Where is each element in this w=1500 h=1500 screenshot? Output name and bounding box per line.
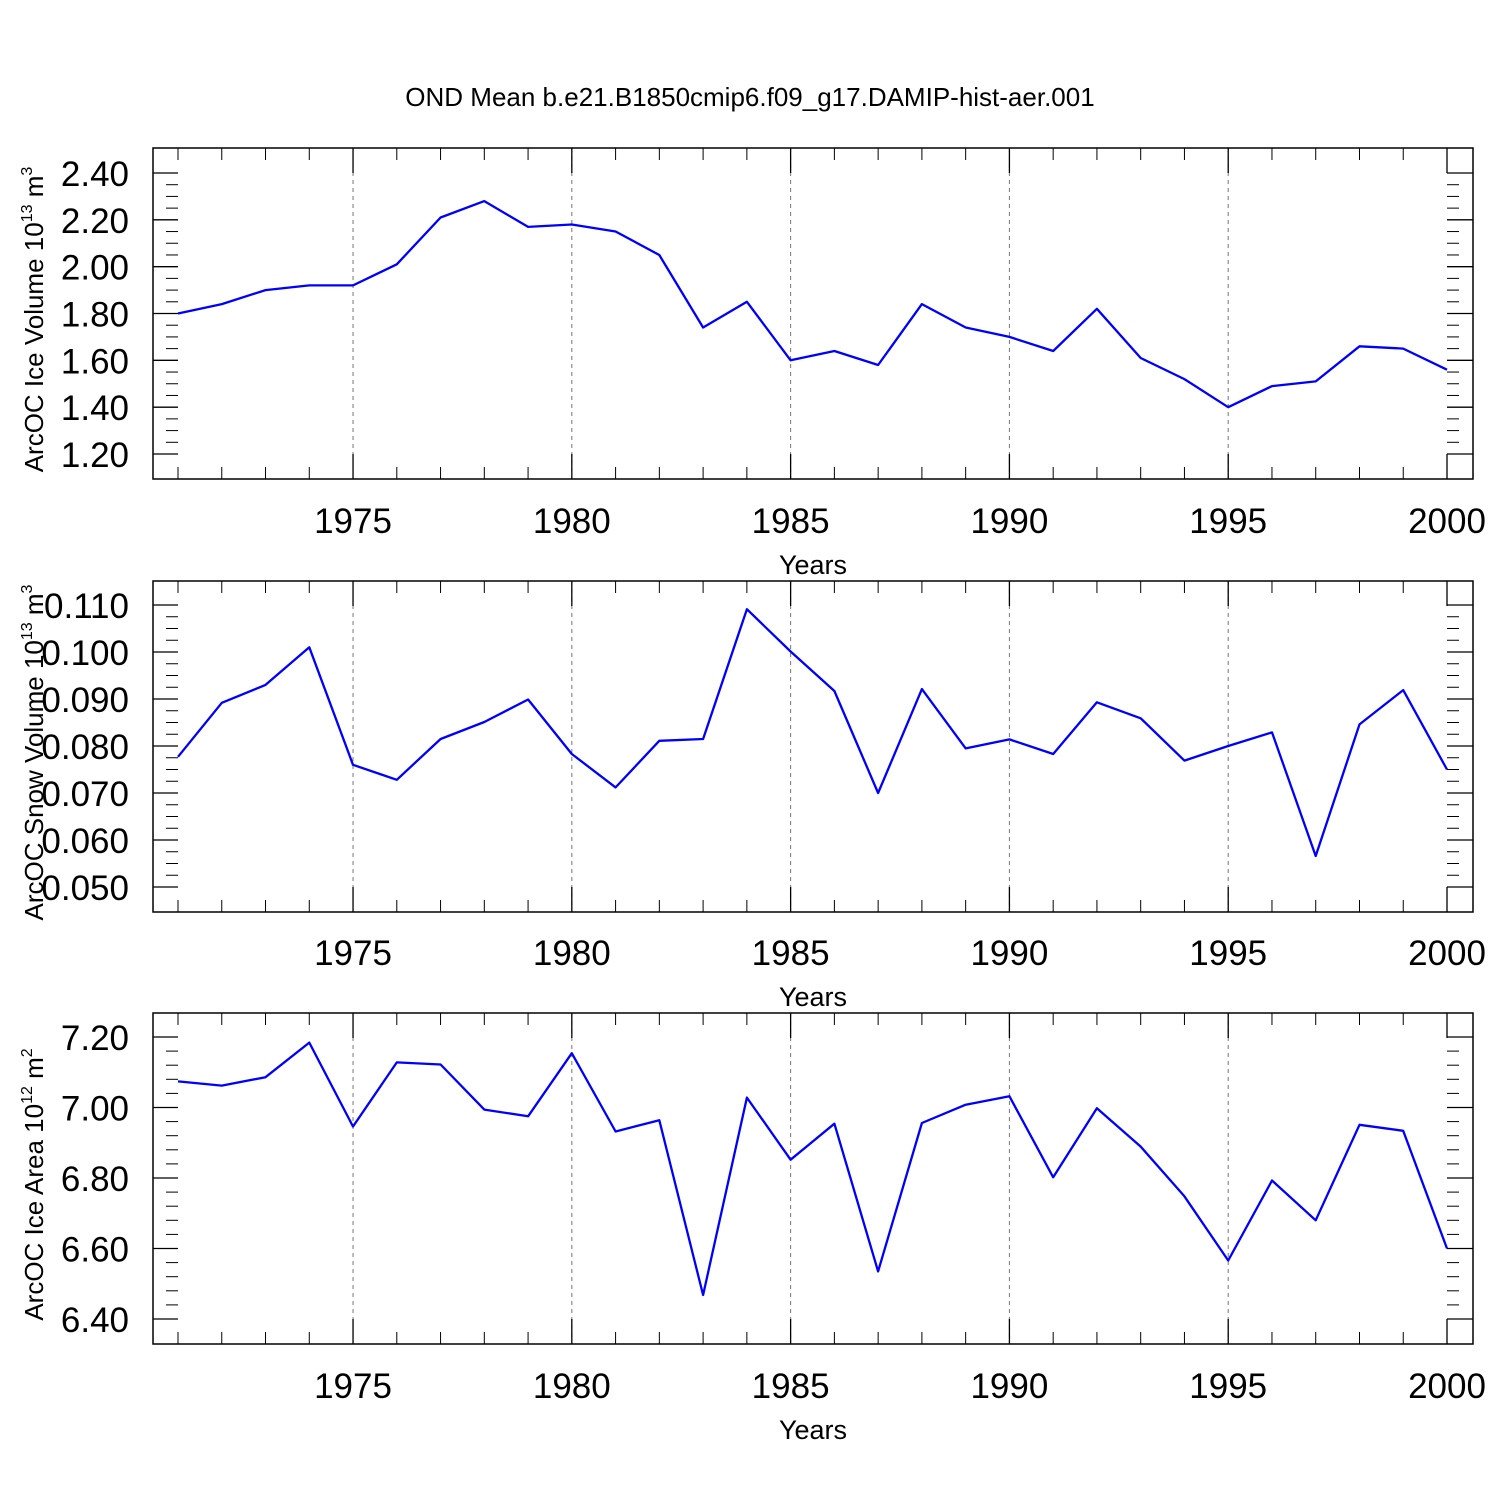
y-tick-label: 1.20	[61, 436, 129, 475]
series-line	[177, 608, 1449, 858]
x-tick-label: 1995	[1189, 934, 1267, 973]
y-axis-label-ylabel-unit-exp: 3	[19, 167, 36, 176]
y-axis-label-ylabel-unit: m	[19, 176, 49, 205]
x-tick-label: 1990	[970, 934, 1048, 973]
y-tick-label: 6.80	[61, 1160, 129, 1199]
y-tick-label: 0.110	[44, 587, 129, 626]
panel-1: 1975 1980 1985 1990 1995 2000 1.20 1.40 1.60 1.80…	[19, 147, 1486, 580]
x-tick-label: 1990	[970, 502, 1048, 541]
y-tick-label: 0.090	[41, 681, 129, 720]
y-tick-label: 1.80	[61, 296, 129, 335]
x-tick-label: 1985	[752, 934, 830, 973]
x-axis-label: Years	[779, 982, 847, 1012]
y-axis-label-ylabel-unit: m	[19, 1057, 49, 1086]
y-tick-label: 2.40	[61, 155, 129, 194]
x-tick-label: 1975	[314, 934, 392, 973]
y-tick-label: 7.00	[61, 1090, 129, 1129]
x-axis-label: Years	[779, 550, 847, 580]
x-tick-label: 1995	[1189, 502, 1267, 541]
y-axis-label: ArcOC Ice Area 1012 m2	[19, 1048, 49, 1320]
series-line	[177, 1041, 1449, 1297]
panel-3: 1975 1980 1985 1990 1995 2000 6.40 6.60 6.80 7.00…	[19, 1012, 1486, 1445]
series-line	[177, 199, 1448, 409]
panels: 1975 1980 1985 1990 1995 2000 1.20 1.40 1.60 1.80…	[19, 147, 1486, 1445]
x-tick-label: 1985	[752, 1367, 830, 1406]
y-tick-label: 1.40	[61, 389, 129, 428]
y-tick-label: 0.060	[41, 822, 129, 861]
y-tick-label: 2.00	[61, 249, 129, 288]
y-tick-label: 0.080	[41, 728, 129, 767]
panel-2: 1975 1980 1985 1990 1995 2000 0.050 0.060 0.070 0…	[19, 580, 1486, 1012]
y-tick-label: 6.40	[61, 1301, 129, 1340]
y-axis-label: ArcOC Ice Volume 1013 m3	[19, 167, 49, 473]
y-axis-label-ylabel-exp: 13	[19, 622, 36, 640]
y-axis-label-ylabel-main: ArcOC Snow Volume 10	[19, 640, 49, 920]
y-axis-label-ylabel-exp: 13	[19, 204, 36, 222]
y-tick-label: 2.20	[61, 202, 129, 241]
y-axis-label-ylabel-exp: 12	[19, 1086, 36, 1104]
figure-title: OND Mean b.e21.B1850cmip6.f09_g17.DAMIP-…	[405, 82, 1094, 112]
y-axis-label-ylabel-unit-exp: 3	[19, 584, 36, 593]
x-tick-label: 2000	[1408, 934, 1486, 973]
x-axis-label: Years	[779, 1415, 847, 1445]
y-tick-label: 7.20	[61, 1019, 129, 1058]
y-tick-label: 1.60	[61, 342, 129, 381]
x-tick-label: 1980	[533, 502, 611, 541]
y-axis-label-ylabel-unit: m	[19, 593, 49, 622]
y-tick-label: 6.60	[61, 1231, 129, 1270]
y-tick-label: 0.100	[41, 634, 129, 673]
y-axis-label-ylabel-unit-exp: 2	[19, 1048, 36, 1057]
x-tick-label: 1980	[533, 934, 611, 973]
x-tick-label: 1995	[1189, 1367, 1267, 1406]
x-tick-label: 1990	[970, 1367, 1048, 1406]
x-tick-label: 1975	[314, 1367, 392, 1406]
x-tick-label: 2000	[1408, 502, 1486, 541]
y-tick-label: 0.070	[41, 775, 129, 814]
y-axis-label: ArcOC Snow Volume 1013 m3	[19, 584, 49, 920]
x-tick-label: 1985	[752, 502, 830, 541]
y-axis-label-ylabel-main: ArcOC Ice Volume 10	[19, 222, 49, 472]
x-tick-label: 1980	[533, 1367, 611, 1406]
x-tick-label: 2000	[1408, 1367, 1486, 1406]
y-axis-label-ylabel-main: ArcOC Ice Area 10	[19, 1104, 49, 1321]
y-tick-label: 0.050	[41, 869, 129, 908]
x-tick-label: 1975	[314, 502, 392, 541]
